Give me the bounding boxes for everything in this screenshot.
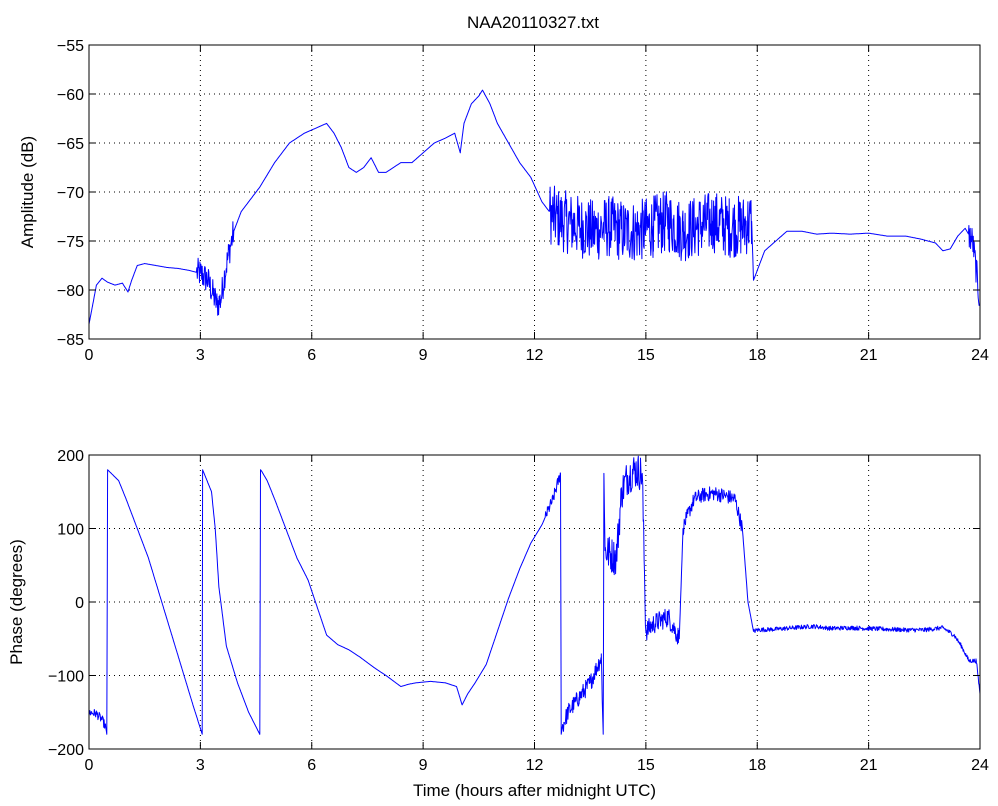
- amplitude-x-tick-label: 21: [860, 347, 878, 364]
- phase-x-tick-label: 0: [85, 757, 94, 774]
- phase-y-tick-label: 100: [57, 522, 84, 539]
- amplitude-x-tick-label: 18: [748, 347, 766, 364]
- amplitude-x-tick-label: 12: [526, 347, 544, 364]
- amplitude-y-axis-label: Amplitude (dB): [18, 136, 37, 248]
- phase-x-axis-label: Time (hours after midnight UTC): [413, 781, 656, 800]
- amplitude-x-tick-label: 0: [85, 347, 94, 364]
- phase-x-tick-label: 9: [419, 757, 428, 774]
- amplitude-x-tick-label: 15: [637, 347, 655, 364]
- phase-x-tick-label: 15: [637, 757, 655, 774]
- amplitude-x-tick-label: 6: [307, 347, 316, 364]
- amplitude-panel: 0 3 6 9 12 15 18 21 24 −85 −80 −75 −70 −65 −60 −55 Ampli…: [18, 38, 989, 364]
- phase-series-line: [89, 455, 980, 735]
- phase-x-tick-label: 3: [196, 757, 205, 774]
- phase-y-axis-label: Phase (degrees): [7, 539, 26, 665]
- phase-y-tick-label: 200: [57, 448, 84, 465]
- amplitude-x-tick-label: 9: [419, 347, 428, 364]
- amplitude-y-tick-label: −65: [57, 136, 84, 153]
- amplitude-series-line: [89, 89, 980, 325]
- amplitude-x-tick-label: 24: [971, 347, 989, 364]
- phase-panel: 0 3 6 9 12 15 18 21 24 −200 −100 0 100 200 Phase (degr…: [7, 448, 989, 800]
- amplitude-x-tick-label: 3: [196, 347, 205, 364]
- phase-x-tick-label: 18: [748, 757, 766, 774]
- phase-x-tick-label: 24: [971, 757, 989, 774]
- figure-title: NAA20110327.txt: [467, 13, 599, 32]
- phase-y-tick-label: −200: [48, 742, 84, 759]
- amplitude-y-tick-label: −75: [57, 234, 84, 251]
- phase-x-tick-label: 12: [526, 757, 544, 774]
- amplitude-y-tick-label: −55: [57, 38, 84, 55]
- amplitude-y-tick-label: −85: [57, 332, 84, 349]
- amplitude-y-tick-label: −70: [57, 185, 84, 202]
- phase-y-tick-label: 0: [75, 595, 84, 612]
- amplitude-y-tick-label: −80: [57, 283, 84, 300]
- phase-x-tick-label: 21: [860, 757, 878, 774]
- phase-x-tick-label: 6: [307, 757, 316, 774]
- amplitude-y-tick-label: −60: [57, 87, 84, 104]
- phase-y-tick-label: −100: [48, 669, 84, 686]
